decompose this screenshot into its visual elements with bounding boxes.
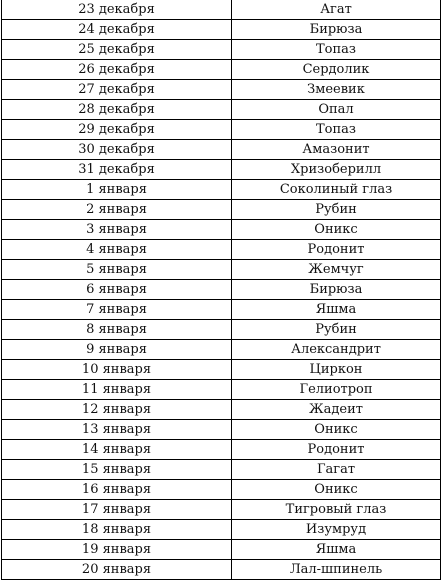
date-cell: 25 декабря — [1, 39, 232, 60]
table-row: 9 января Александрит — [1, 339, 441, 360]
date-cell: 28 декабря — [1, 99, 232, 120]
stone-cell: Соколиный глаз — [231, 179, 441, 200]
stone-cell: Рубин — [231, 199, 441, 220]
table-row: 27 декабря Змеевик — [1, 79, 441, 100]
date-cell: 13 января — [1, 419, 232, 440]
stone-cell: Жемчуг — [231, 259, 441, 280]
stone-cell: Тигровый глаз — [231, 499, 441, 520]
date-cell: 11 января — [1, 379, 232, 400]
table-row: 23 декабря Агат — [1, 0, 441, 20]
date-cell: 9 января — [1, 339, 232, 360]
table-row: 29 декабря Топаз — [1, 119, 441, 140]
stone-cell: Агат — [231, 0, 441, 20]
stone-cell: Родонит — [231, 439, 441, 460]
date-cell: 8 января — [1, 319, 232, 340]
table-row: 14 января Родонит — [1, 439, 441, 460]
date-cell: 23 декабря — [1, 0, 232, 20]
date-cell: 29 декабря — [1, 119, 232, 140]
date-cell: 15 января — [1, 459, 232, 480]
stone-cell: Оникс — [231, 419, 441, 440]
stone-cell: Опал — [231, 99, 441, 120]
date-cell: 18 января — [1, 519, 232, 540]
date-cell: 10 января — [1, 359, 232, 380]
date-cell: 2 января — [1, 199, 232, 220]
table-row: 6 января Бирюза — [1, 279, 441, 300]
date-cell: 16 января — [1, 479, 232, 500]
stone-cell: Циркон — [231, 359, 441, 380]
stone-cell: Яшма — [231, 299, 441, 320]
stone-cell: Гагат — [231, 459, 441, 480]
stone-cell: Гелиотроп — [231, 379, 441, 400]
stone-cell: Сердолик — [231, 59, 441, 80]
table-row: 18 января Изумруд — [1, 519, 441, 540]
table-row: 31 декабря Хризоберилл — [1, 159, 441, 180]
table-row: 12 января Жадеит — [1, 399, 441, 420]
stone-cell: Бирюза — [231, 19, 441, 40]
date-cell: 17 января — [1, 499, 232, 520]
stone-cell: Бирюза — [231, 279, 441, 300]
date-cell: 31 декабря — [1, 159, 232, 180]
stone-cell: Топаз — [231, 39, 441, 60]
stone-cell: Александрит — [231, 339, 441, 360]
date-cell: 1 января — [1, 179, 232, 200]
table-row: 26 декабря Сердолик — [1, 59, 441, 80]
table-row: 28 декабря Опал — [1, 99, 441, 120]
table-row: 13 января Оникс — [1, 419, 441, 440]
stone-cell: Топаз — [231, 119, 441, 140]
table-row: 7 января Яшма — [1, 299, 441, 320]
table-row: 30 декабря Амазонит — [1, 139, 441, 160]
table-row: 5 января Жемчуг — [1, 259, 441, 280]
date-cell: 4 января — [1, 239, 232, 260]
table-row: 4 января Родонит — [1, 239, 441, 260]
table-row: 16 января Оникс — [1, 479, 441, 500]
table-row: 11 января Гелиотроп — [1, 379, 441, 400]
date-cell: 19 января — [1, 539, 232, 560]
table-row: 20 января Лал-шпинель — [1, 559, 441, 580]
stone-cell: Лал-шпинель — [231, 559, 441, 580]
table-row: 24 декабря Бирюза — [1, 19, 441, 40]
stone-cell: Родонит — [231, 239, 441, 260]
date-cell: 30 декабря — [1, 139, 232, 160]
stone-cell: Оникс — [231, 219, 441, 240]
table-row: 17 января Тигровый глаз — [1, 499, 441, 520]
stone-cell: Яшма — [231, 539, 441, 560]
date-cell: 27 декабря — [1, 79, 232, 100]
date-cell: 3 января — [1, 219, 232, 240]
stone-cell: Змеевик — [231, 79, 441, 100]
table-row: 1 января Соколиный глаз — [1, 179, 441, 200]
stone-cell: Изумруд — [231, 519, 441, 540]
stone-cell: Амазонит — [231, 139, 441, 160]
date-cell: 12 января — [1, 399, 232, 420]
stone-cell: Жадеит — [231, 399, 441, 420]
table-row: 3 января Оникс — [1, 219, 441, 240]
table-row: 19 января Яшма — [1, 539, 441, 560]
date-cell: 7 января — [1, 299, 232, 320]
table-row: 2 января Рубин — [1, 199, 441, 220]
date-cell: 14 января — [1, 439, 232, 460]
table-row: 10 января Циркон — [1, 359, 441, 380]
table-row: 15 января Гагат — [1, 459, 441, 480]
stone-cell: Рубин — [231, 319, 441, 340]
table-row: 8 января Рубин — [1, 319, 441, 340]
date-cell: 26 декабря — [1, 59, 232, 80]
stone-cell: Оникс — [231, 479, 441, 500]
date-cell: 5 января — [1, 259, 232, 280]
table-row: 25 декабря Топаз — [1, 39, 441, 60]
date-cell: 6 января — [1, 279, 232, 300]
stone-cell: Хризоберилл — [231, 159, 441, 180]
date-cell: 24 декабря — [1, 19, 232, 40]
date-cell: 20 января — [1, 559, 232, 580]
